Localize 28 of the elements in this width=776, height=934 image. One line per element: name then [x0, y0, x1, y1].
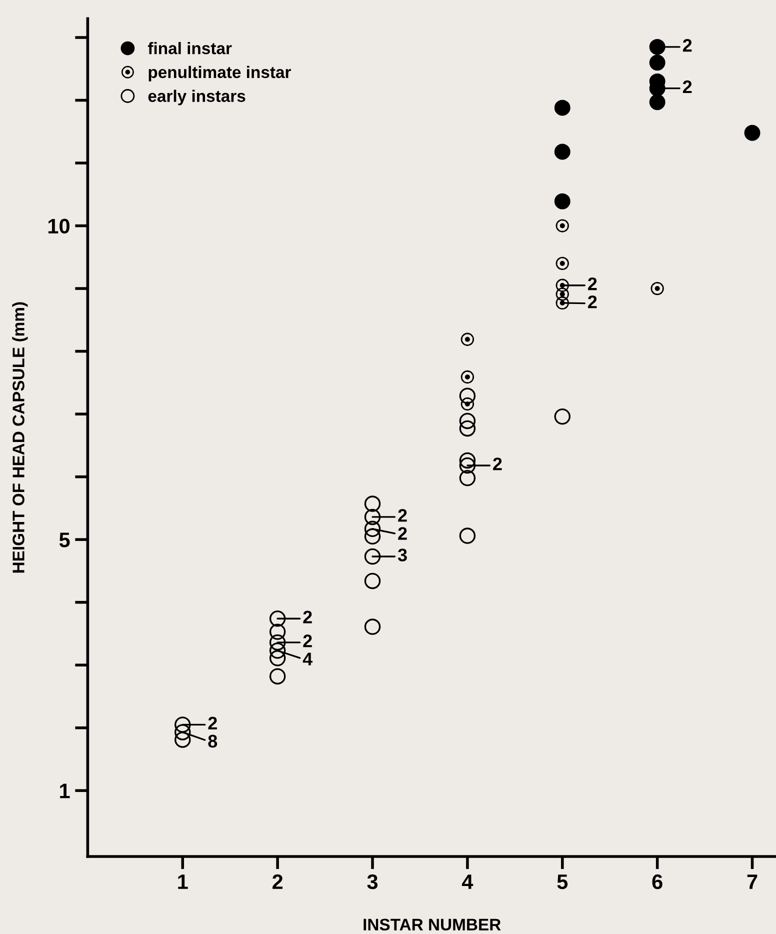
y-tick-label: 10 [48, 218, 70, 234]
x-tick-label: 6 [652, 874, 662, 890]
annotation: 2 [398, 509, 407, 522]
x-tick-label: 5 [557, 874, 568, 890]
y-tick-label: 5 [59, 532, 70, 548]
x-tick-label: 1 [178, 874, 188, 889]
legend-label: penultimate instar [148, 66, 291, 82]
annotation: 2 [682, 80, 692, 94]
x-tick-label: 4 [462, 874, 474, 889]
annotation: 2 [588, 277, 597, 290]
annotation: 4 [302, 652, 313, 666]
annotation: 2 [303, 610, 312, 624]
y-tick-label: 1 [60, 784, 70, 798]
annotation: 2 [682, 38, 692, 52]
x-tick-label: 7 [747, 874, 758, 889]
annotation: 2 [398, 527, 407, 540]
annotation: 2 [208, 716, 217, 730]
x-tick-label: 3 [367, 874, 378, 890]
x-tick-label: 2 [272, 874, 283, 889]
legend-label: final instar [148, 42, 232, 54]
x-axis-title: INSTAR NUMBER [364, 918, 501, 930]
annotation: 2 [493, 458, 502, 470]
annotation: 3 [398, 548, 407, 562]
annotation: 2 [303, 634, 312, 648]
legend-label: early instars [148, 90, 246, 106]
y-axis-title: HEIGHT OF HEAD CAPSULE (mm) [12, 302, 28, 573]
annotation: 8 [208, 734, 218, 748]
annotation: 2 [588, 296, 597, 308]
